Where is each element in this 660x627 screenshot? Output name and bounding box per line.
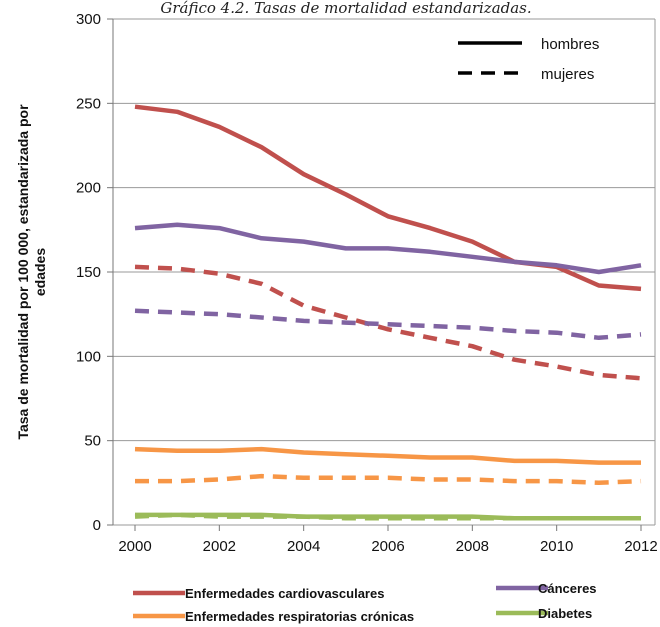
legend-label: Enfermedades cardiovasculares	[185, 586, 384, 601]
series-line-mujeres	[134, 264, 642, 381]
series-line-mujeres	[134, 308, 642, 341]
y-tick-label: 50	[84, 433, 101, 450]
line-style-legend: hombres mujeres	[458, 36, 599, 83]
x-axis: 2000 2002 2004 2006 2008 2010 2012	[118, 525, 658, 555]
x-tick-label: 2012	[624, 538, 657, 555]
style-legend-label: hombres	[541, 36, 599, 53]
chart-title: Gráfico 4.2. Tasas de mortalidad estanda…	[160, 0, 531, 17]
y-tick-label: 100	[76, 348, 101, 365]
y-tick-label: 0	[93, 517, 101, 534]
style-legend-label: mujeres	[541, 66, 594, 83]
x-tick-label: 2010	[540, 538, 573, 555]
grid-lines	[113, 18, 655, 526]
series-line-hombres	[134, 222, 642, 275]
y-axis-label: Tasa de mortalidad por 100 000, estandar…	[15, 104, 48, 440]
y-axis: 0 50 100 150 200 250 300	[76, 11, 113, 534]
x-tick-label: 2000	[118, 538, 151, 555]
x-tick-label: 2002	[203, 538, 236, 555]
y-tick-label: 250	[76, 95, 101, 112]
y-tick-label: 300	[76, 11, 101, 28]
series-line-mujeres	[134, 512, 641, 521]
legend-label: Enfermedades respiratorias crónicas	[185, 609, 414, 624]
series-line-hombres	[134, 104, 642, 292]
series-lines	[134, 104, 642, 521]
legend-label: Cánceres	[538, 581, 597, 596]
x-tick-label: 2008	[456, 538, 489, 555]
x-tick-label: 2004	[287, 538, 320, 555]
series-line-mujeres	[135, 473, 642, 486]
series-legend: Enfermedades cardiovasculares Cánceres Enf…	[133, 581, 597, 624]
series-line-hombres	[134, 446, 641, 465]
y-tick-label: 200	[76, 180, 101, 197]
x-tick-label: 2006	[371, 538, 404, 555]
legend-label: Diabetes	[538, 606, 592, 621]
y-tick-label: 150	[76, 264, 101, 281]
